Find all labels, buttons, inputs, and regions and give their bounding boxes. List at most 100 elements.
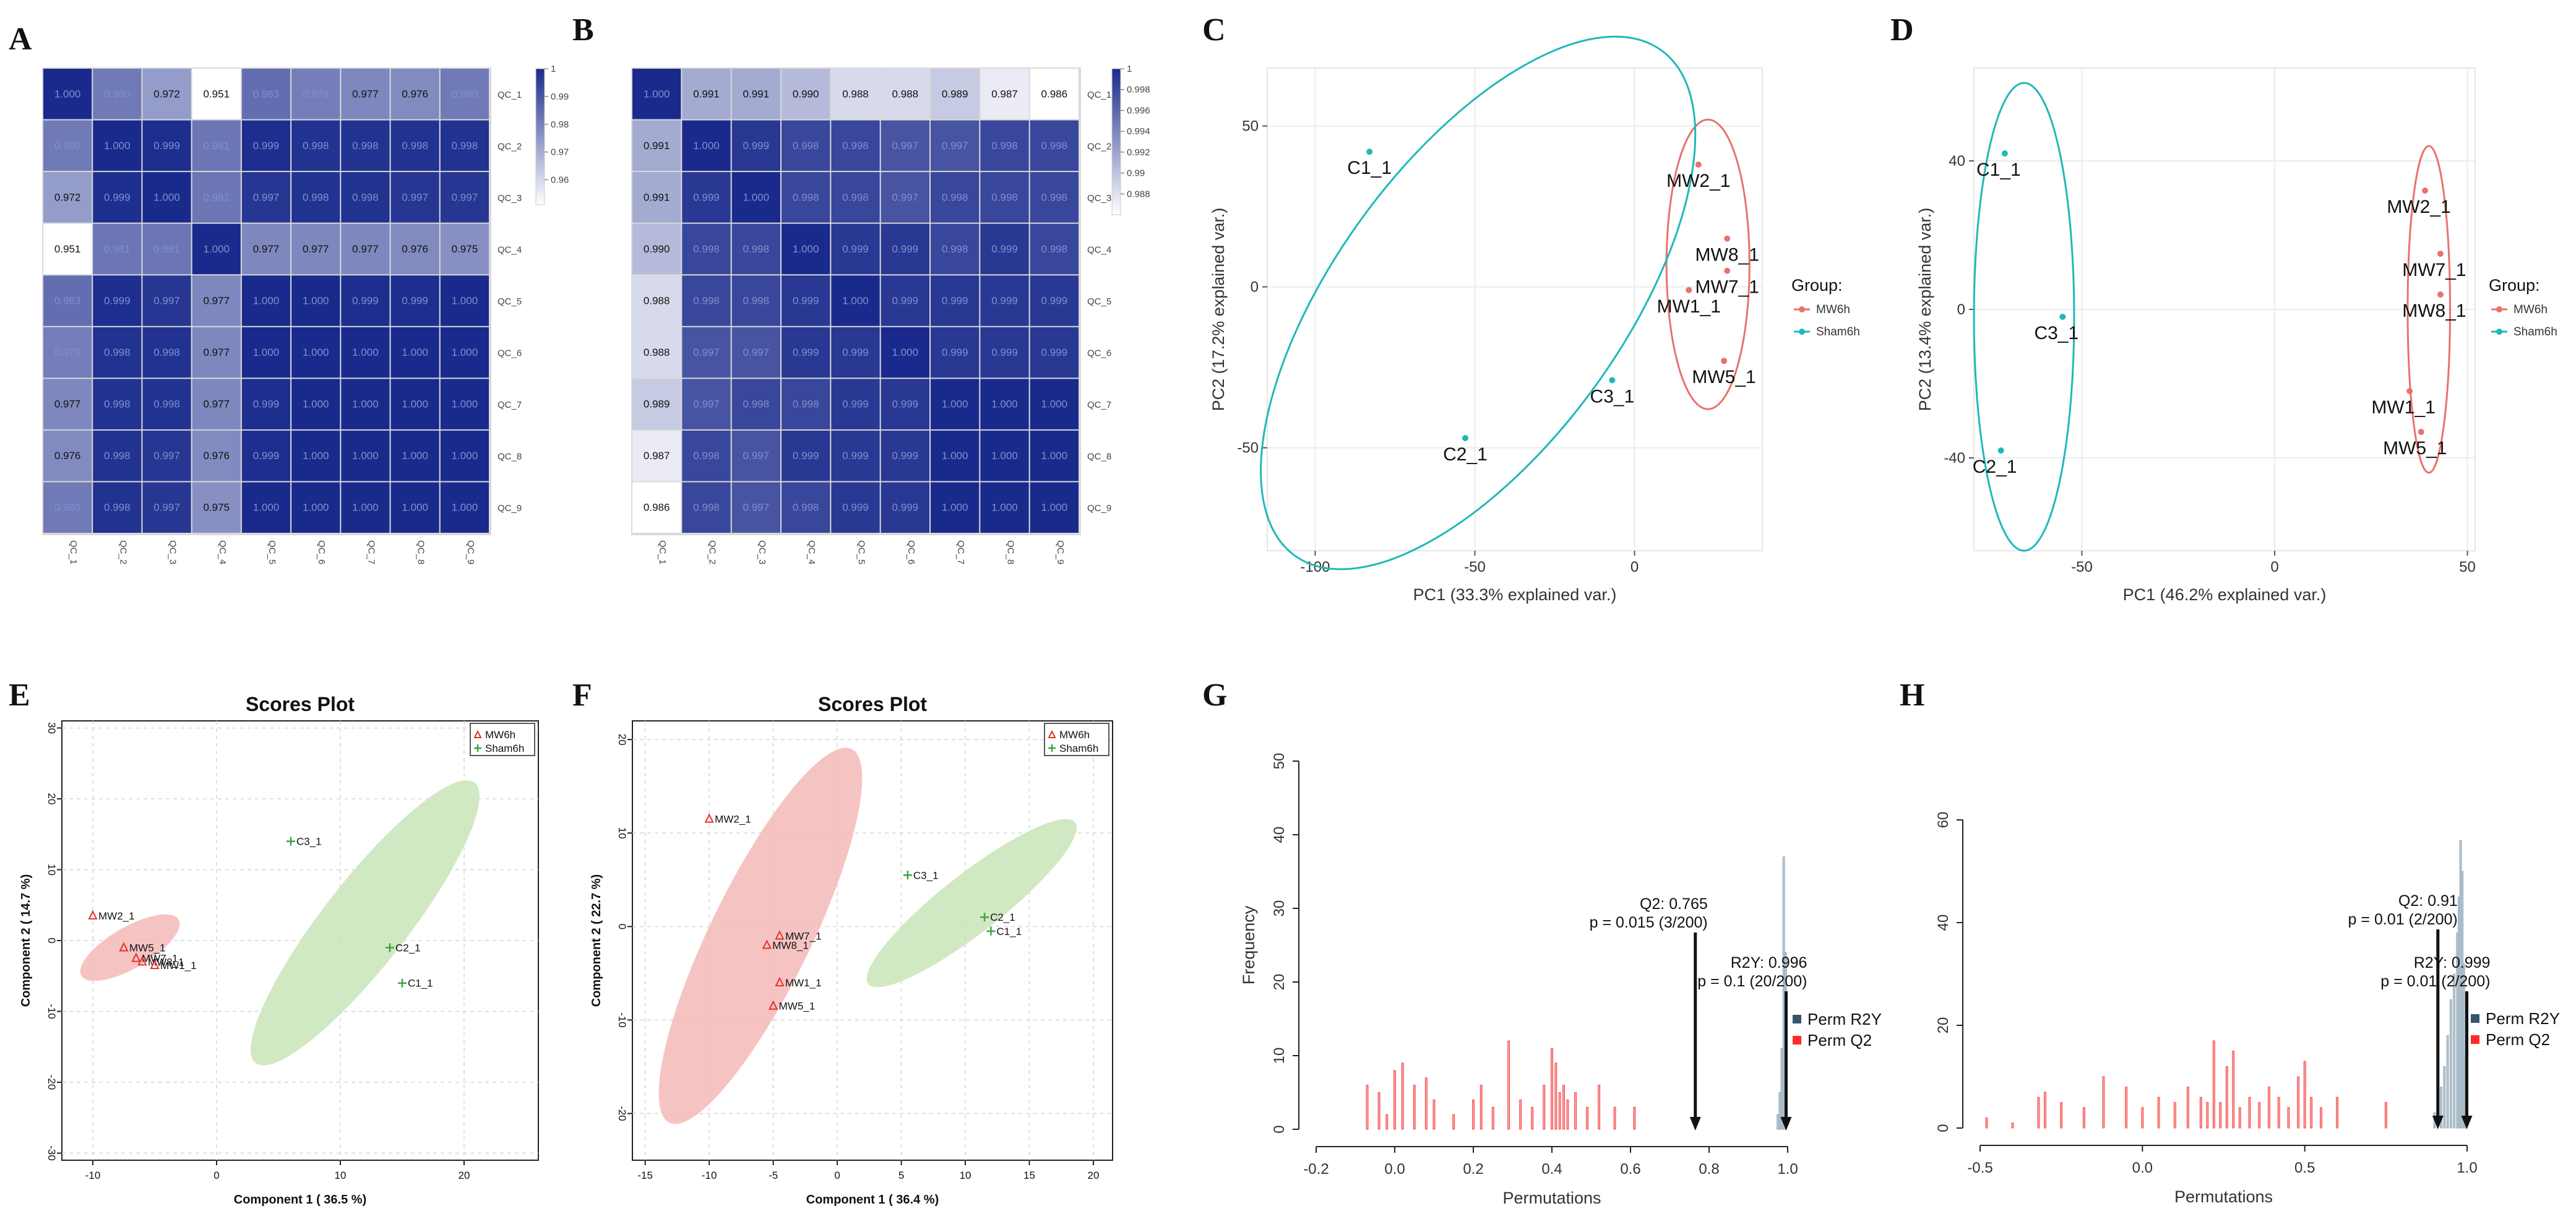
heatmap-value: 0.998: [743, 398, 770, 410]
histogram-bar: [2248, 1096, 2251, 1129]
heatmap-value: 0.999: [693, 191, 720, 203]
y-tick-label: 20: [1271, 974, 1288, 991]
heatmap-value: 0.999: [942, 295, 968, 306]
point-label: C2_1: [1973, 457, 2017, 477]
heatmap-cell: [881, 482, 929, 533]
legend-marker: [473, 730, 482, 738]
heatmap-cell: [831, 327, 880, 378]
legend-box: [1044, 723, 1109, 756]
legend-label: Sham6h: [2514, 325, 2557, 338]
y-tick-label: -20: [616, 1106, 628, 1121]
legend-swatch: [1793, 1036, 1801, 1045]
heatmap-value: 0.983: [253, 88, 280, 100]
heatmap-row-label: QC_6: [1087, 348, 1111, 359]
heatmap-cell: [1030, 120, 1079, 171]
heatmap-value: 1.000: [452, 347, 478, 358]
data-point: [903, 871, 912, 880]
histogram-bar: [2446, 1035, 2449, 1129]
scores-plot-panel-e: Scores Plot -10 0 10 20 -30 -20 -10 0 10 20 30 Compo…: [19, 693, 539, 1207]
heatmap-value: 0.998: [793, 140, 819, 152]
histogram-bar: [2060, 1102, 2063, 1129]
colorbar: [535, 68, 545, 205]
histogram-bar: [1507, 1040, 1510, 1130]
histogram-bar: [1452, 1114, 1455, 1130]
heatmap-value: 0.997: [153, 295, 180, 306]
heatmap-cell: [632, 172, 681, 223]
heatmap-cell: [341, 482, 390, 533]
x-tick-label: 10: [335, 1170, 347, 1181]
heatmap-cell: [192, 482, 241, 533]
heatmap-value: 1.000: [991, 450, 1018, 462]
plot-title: Scores Plot: [246, 693, 355, 715]
heatmap-col-label: QC_8: [1006, 540, 1016, 564]
legend-label: Perm Q2: [1807, 1031, 1872, 1049]
annotation-line2: p = 0.01 (2/200): [2380, 973, 2490, 990]
heatmap-value: 0.997: [693, 347, 720, 358]
heatmap-cell: [390, 223, 439, 275]
heatmap-cell: [980, 327, 1029, 378]
heatmap-value: 0.999: [842, 398, 869, 410]
heatmap-cell: [440, 482, 489, 533]
heatmap-value: 0.998: [793, 398, 819, 410]
point-label: C1_1: [1347, 158, 1392, 178]
heatmap-cell: [241, 223, 291, 275]
panel-letter-c: C: [1202, 12, 1226, 48]
y-tick-label: -40: [1944, 450, 1965, 467]
heatmap-value: 0.997: [153, 502, 180, 514]
heatmap-col-label: QC_5: [856, 540, 867, 564]
heatmap-value: 1.000: [452, 502, 478, 514]
heatmap-cell: [831, 69, 880, 119]
heatmap-value: 0.997: [743, 502, 770, 514]
heatmap-cell: [632, 482, 681, 533]
heatmap-value: 0.997: [253, 191, 280, 203]
heatmap-cell: [291, 223, 340, 275]
x-tick-label: -50: [1464, 559, 1486, 575]
heatmap-cell: [142, 69, 191, 119]
y-tick-label: 40: [1949, 153, 1965, 170]
heatmap-value: 0.999: [991, 295, 1018, 306]
heatmap-cell: [93, 430, 142, 481]
x-tick-label: -15: [637, 1170, 653, 1181]
heatmap-cell: [632, 379, 681, 429]
legend-marker: [1048, 730, 1056, 738]
y-axis-label: Component 2 ( 14.7 %): [19, 874, 33, 1007]
colorbar-tick-label: 0.992: [1127, 147, 1150, 158]
heatmap-value: 0.999: [892, 243, 919, 255]
histogram-bar: [1401, 1062, 1404, 1130]
heatmap-value: 1.000: [644, 88, 670, 100]
group-ellipse: [2406, 145, 2451, 474]
heatmap-value: 0.976: [204, 450, 230, 462]
legend-label: Perm R2Y: [2486, 1009, 2560, 1028]
heatmap-value: 0.998: [743, 243, 770, 255]
heatmap-row-label: QC_1: [498, 90, 522, 100]
heatmap-value: 0.999: [1041, 347, 1068, 358]
heatmap-value: 0.997: [743, 450, 770, 462]
heatmap-value: 0.977: [303, 243, 329, 255]
heatmap-cell: [440, 430, 489, 481]
heatmap-value: 0.990: [793, 88, 819, 100]
heatmap-cell: [142, 482, 191, 533]
heatmap-value: 0.999: [253, 450, 280, 462]
histogram-bar: [2044, 1092, 2046, 1129]
data-point: [2437, 291, 2444, 298]
heatmap-value: 0.998: [991, 140, 1018, 152]
heatmap-row-label: QC_4: [1087, 244, 1111, 255]
heatmap-cell: [682, 379, 731, 429]
heatmap-value: 0.991: [644, 140, 670, 152]
heatmap-value: 1.000: [842, 295, 869, 306]
x-tick-label: -5: [769, 1170, 778, 1181]
colorbar-tick-label: 0.99: [551, 92, 569, 102]
legend-label: MW6h: [485, 729, 515, 741]
heatmap-value: 0.997: [942, 140, 968, 152]
heatmap-cell: [192, 430, 241, 481]
heatmap-value: 1.000: [1041, 398, 1068, 410]
heatmap-cell: [192, 275, 241, 326]
data-point: [980, 913, 989, 922]
point-label: MW2_1: [2387, 197, 2450, 217]
point-label: MW1_1: [1657, 296, 1721, 317]
heatmap-cell: [632, 430, 681, 481]
y-axis-label: PC2 (13.4% explained var.): [1916, 208, 1934, 411]
heatmap-value: 1.000: [253, 502, 280, 514]
heatmap-value: 0.987: [644, 450, 670, 462]
heatmap-cell: [782, 69, 830, 119]
